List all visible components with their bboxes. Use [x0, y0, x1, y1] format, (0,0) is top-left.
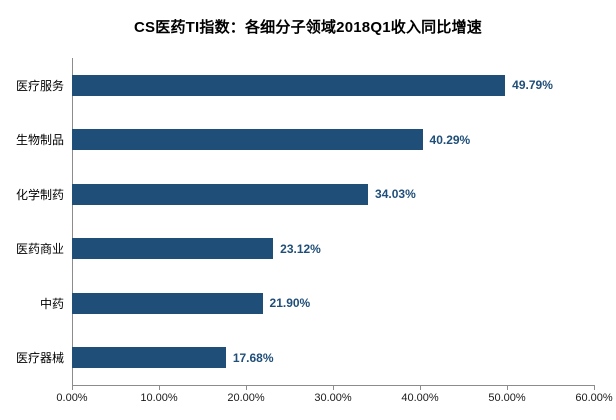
x-axis-tick-mark — [159, 386, 160, 390]
y-axis-line — [72, 58, 73, 386]
x-axis-tick-mark — [246, 386, 247, 390]
x-axis-tick-mark — [420, 386, 421, 390]
plot-area: 医疗服务 49.79% 生物制品 40.29% 化学制药 34.03% 医药商业 23.12%… — [0, 58, 594, 385]
value-label: 40.29% — [429, 132, 471, 147]
category-label: 医疗器械 — [15, 351, 64, 366]
x-axis-tick-mark — [507, 386, 508, 390]
x-axis-tick-label: 60.00% — [575, 392, 613, 404]
x-axis-line — [72, 385, 595, 386]
x-axis-tick-label: 50.00% — [488, 392, 526, 404]
value-label: 23.12% — [280, 241, 321, 256]
bar-row: 化学制药 34.03% — [0, 167, 594, 222]
x-axis-tick-label: 0.00% — [56, 392, 88, 404]
category-label: 化学制药 — [15, 187, 64, 202]
bar-row: 中药 21.90% — [0, 276, 594, 331]
value-label: 34.03% — [375, 187, 416, 202]
bar-row: 医药商业 23.12% — [0, 222, 594, 277]
bar — [72, 183, 369, 205]
bar-row: 医疗服务 49.79% — [0, 58, 594, 113]
x-axis-tick-mark — [594, 386, 595, 390]
value-label: 17.68% — [232, 350, 274, 365]
bar — [72, 347, 226, 369]
chart-title: CS医药TI指数：各细分子领域2018Q1收入同比增速 — [134, 19, 482, 36]
x-axis-tick-mark — [333, 386, 334, 390]
bar — [72, 74, 506, 96]
category-label: 医药商业 — [15, 242, 64, 257]
bar — [72, 129, 423, 151]
x-axis-tick-label: 30.00% — [314, 392, 352, 404]
bar — [72, 292, 263, 314]
value-label: 49.79% — [512, 78, 553, 93]
x-axis-tick-label: 20.00% — [227, 392, 265, 404]
category-label: 生物制品 — [15, 133, 64, 148]
bar — [72, 238, 274, 260]
category-label: 中药 — [39, 296, 64, 311]
x-axis-tick-label: 40.00% — [401, 392, 439, 404]
value-label: 21.90% — [269, 296, 311, 311]
x-axis-tick-label: 10.00% — [140, 392, 178, 404]
bar-row: 医疗器械 17.68% — [0, 331, 594, 386]
bar-row: 生物制品 40.29% — [0, 113, 594, 168]
x-axis-tick-mark — [72, 386, 73, 390]
category-label: 医疗服务 — [15, 78, 64, 93]
